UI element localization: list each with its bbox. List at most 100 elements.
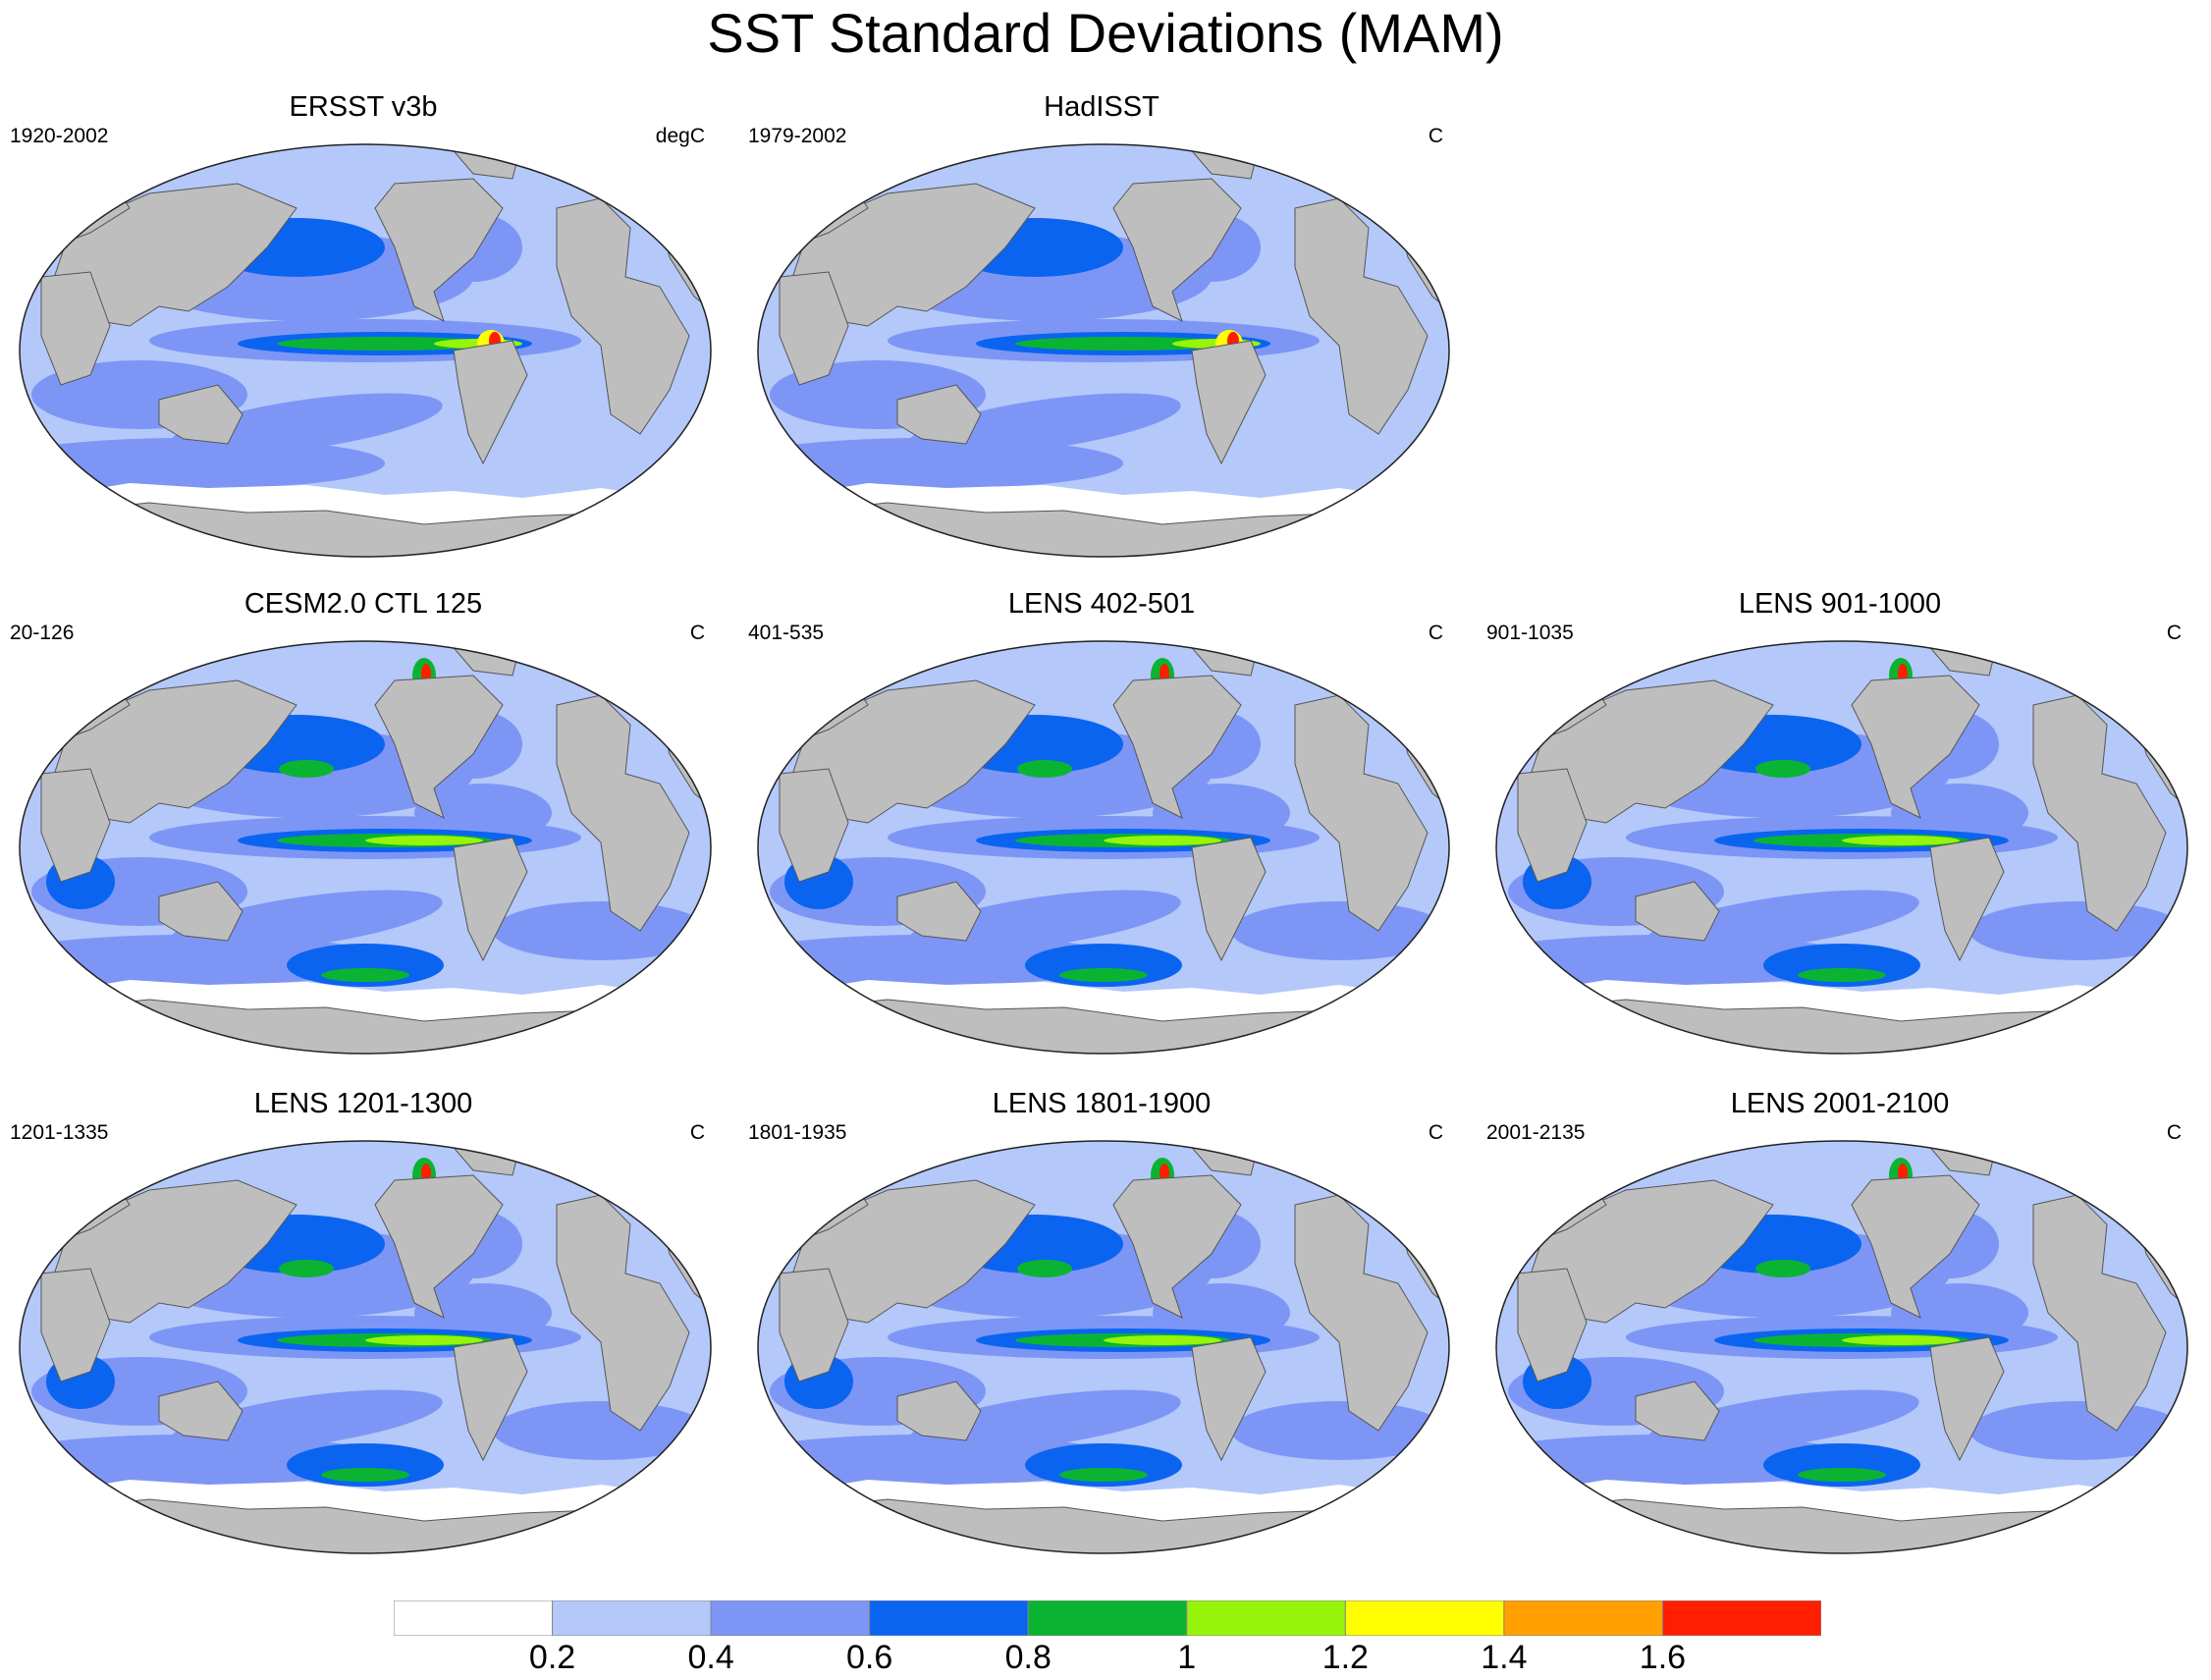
north-america-landmass (1851, 675, 1980, 819)
panel-units: C (2166, 622, 2182, 644)
australia-landmass (896, 881, 982, 942)
panel-title: LENS 1201-1300 (253, 1088, 473, 1119)
map-panel-ersst: ERSST v3b 1920-2002 degC (0, 90, 727, 562)
atlantic-zone (414, 1283, 552, 1342)
colorbar-tick-label: 1.2 (1321, 1639, 1369, 1676)
south-atlantic-zone (493, 901, 709, 960)
africa-east-landmass (556, 197, 690, 435)
north-pacific-core (1755, 1260, 1810, 1277)
colorbar-labels: 0.2 0.4 0.6 0.8 1 1.2 1.4 1.6 (0, 1638, 2211, 1677)
atlantic-zone (1891, 1283, 2028, 1342)
south-atlantic-zone (1969, 1401, 2185, 1460)
australia-landmass (1635, 881, 1720, 942)
south-america-landmass (1191, 837, 1267, 962)
world-map-lens-1801-1900 (757, 1140, 1450, 1554)
panel-units: C (689, 622, 705, 644)
africa-east-landmass (556, 694, 690, 932)
australia-landmass (1635, 1381, 1720, 1441)
panel-title: LENS 901-1000 (1738, 588, 1942, 620)
map-outline (19, 1140, 712, 1554)
panel-units: C (1428, 622, 1443, 644)
atlantic-zone (1891, 784, 2028, 842)
panel-period: 2001-2135 (1486, 1121, 1586, 1144)
panel-period: 1979-2002 (748, 125, 847, 147)
australia-landmass (158, 1381, 243, 1441)
map-panel-lens-2001-2100: LENS 2001-2100 2001-2135 C (1477, 1087, 2203, 1558)
africa-east-landmass (1294, 1194, 1429, 1432)
panel-period: 20-126 (10, 622, 75, 644)
panel-period: 401-535 (748, 622, 825, 644)
panel-title: HadISST (1044, 91, 1159, 123)
southern-ocean-core (1059, 1468, 1148, 1482)
map-outline (1495, 640, 2188, 1055)
world-map-lens-402-501 (757, 640, 1450, 1055)
south-america-landmass (453, 837, 528, 962)
map-panel-hadisst: HadISST 1979-2002 C (738, 90, 1465, 562)
colorbar-segment (552, 1600, 712, 1636)
figure-title: SST Standard Deviations (MAM) (707, 2, 1504, 64)
panel-units: C (1428, 125, 1443, 147)
africa-landmass (779, 271, 849, 386)
australia-landmass (896, 384, 982, 445)
enso-core-zone (1015, 337, 1231, 351)
panel-units: C (2166, 1121, 2182, 1144)
panel-units: C (1428, 1121, 1443, 1144)
south-america-landmass (453, 340, 528, 465)
southern-ocean-core (1798, 1468, 1886, 1482)
north-america-landmass (1112, 675, 1242, 819)
map-outline (19, 143, 712, 558)
south-atlantic-zone (1231, 1401, 1447, 1460)
colorbar-segment (1027, 1600, 1188, 1636)
world-map-cesm2-ctl (19, 640, 712, 1055)
south-america-landmass (1929, 837, 2005, 962)
colorbar-tick-label: 0.6 (846, 1639, 893, 1676)
north-america-landmass (374, 178, 504, 322)
north-pacific-core (279, 760, 334, 778)
south-atlantic-zone (1969, 901, 2185, 960)
enso-peak-zone (365, 836, 483, 845)
panel-title: LENS 2001-2100 (1730, 1088, 1950, 1119)
south-america-landmass (1191, 340, 1267, 465)
colorbar-tick-label: 0.4 (687, 1639, 734, 1676)
atlantic-zone (414, 784, 552, 842)
panel-title: LENS 1801-1900 (992, 1088, 1212, 1119)
colorbar-segment (1344, 1600, 1505, 1636)
panel-period: 1801-1935 (748, 1121, 847, 1144)
world-map-ersst (19, 143, 712, 558)
enso-core-zone (277, 337, 493, 351)
north-pacific-core (1017, 760, 1072, 778)
africa-east-landmass (1294, 197, 1429, 435)
world-map-lens-901-1000 (1495, 640, 2188, 1055)
south-america-landmass (453, 1336, 528, 1462)
map-body (20, 641, 711, 1054)
colorbar-tick-label: 1.6 (1639, 1639, 1687, 1676)
south-atlantic-zone (1231, 901, 1447, 960)
map-body (20, 1141, 711, 1553)
africa-landmass (1517, 1268, 1588, 1382)
enso-peak-zone (365, 1335, 483, 1345)
map-panel-lens-402-501: LENS 402-501 401-535 C (738, 587, 1465, 1058)
panel-title: CESM2.0 CTL 125 (243, 588, 483, 620)
map-outline (757, 143, 1450, 558)
map-panel-lens-1201-1300: LENS 1201-1300 1201-1335 C (0, 1087, 727, 1558)
map-outline (757, 640, 1450, 1055)
australia-landmass (158, 881, 243, 942)
map-outline (757, 1140, 1450, 1554)
colorbar-segment (1186, 1600, 1346, 1636)
africa-east-landmass (2032, 694, 2167, 932)
africa-east-landmass (1294, 694, 1429, 932)
africa-landmass (779, 1268, 849, 1382)
atlantic-zone (1153, 1283, 1290, 1342)
map-outline (1495, 1140, 2188, 1554)
southern-ocean-core (1059, 968, 1148, 982)
colorbar-segment (1503, 1600, 1663, 1636)
panel-period: 1920-2002 (10, 125, 109, 147)
map-panel-lens-901-1000: LENS 901-1000 901-1035 C (1477, 587, 2203, 1058)
colorbar-segment (1661, 1600, 1821, 1636)
north-america-landmass (374, 675, 504, 819)
colorbar-tick-label: 1.4 (1481, 1639, 1528, 1676)
north-america-landmass (1112, 178, 1242, 322)
north-pacific-core (279, 1260, 334, 1277)
panel-title: LENS 402-501 (1007, 588, 1196, 620)
panel-period: 901-1035 (1486, 622, 1574, 644)
